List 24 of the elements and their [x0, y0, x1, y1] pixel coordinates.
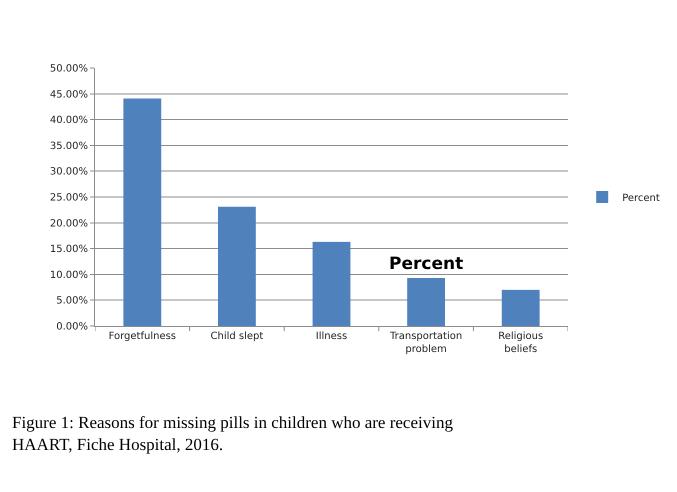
x-tick-label: Illness: [316, 331, 348, 342]
x-tick-label: Child slept: [210, 331, 264, 342]
bar: [407, 278, 446, 326]
y-tick-label: 30.00%: [50, 166, 88, 178]
x-tick-label: Forgetfulness: [108, 331, 176, 342]
x-tick-label: Transportation problem: [388, 331, 462, 355]
y-tick-label: 25.00%: [50, 192, 88, 204]
legend-label: Percent: [622, 192, 660, 204]
y-tick-label: 20.00%: [50, 218, 88, 230]
bar: [312, 242, 350, 326]
x-tick-label: Religious beliefs: [498, 331, 544, 355]
y-tick-label: 40.00%: [50, 115, 88, 126]
y-tick-label: 15.00%: [50, 244, 88, 256]
y-tick-label: 45.00%: [50, 89, 88, 100]
y-tick-label: 10.00%: [50, 270, 88, 281]
caption: Figure 1: Reasons for missing pills in children who are receiving HAART, Fiche Hospital, 2016.: [12, 413, 454, 454]
annotation: Percent: [389, 254, 464, 274]
y-tick-label: 50.00%: [50, 64, 88, 74]
bar: [218, 206, 256, 326]
y-tick-label: 35.00%: [50, 140, 88, 152]
bar: [123, 98, 162, 326]
y-tick-label: 0.00%: [56, 322, 88, 332]
bar: [502, 290, 540, 326]
y-tick-label: 5.00%: [56, 296, 88, 307]
